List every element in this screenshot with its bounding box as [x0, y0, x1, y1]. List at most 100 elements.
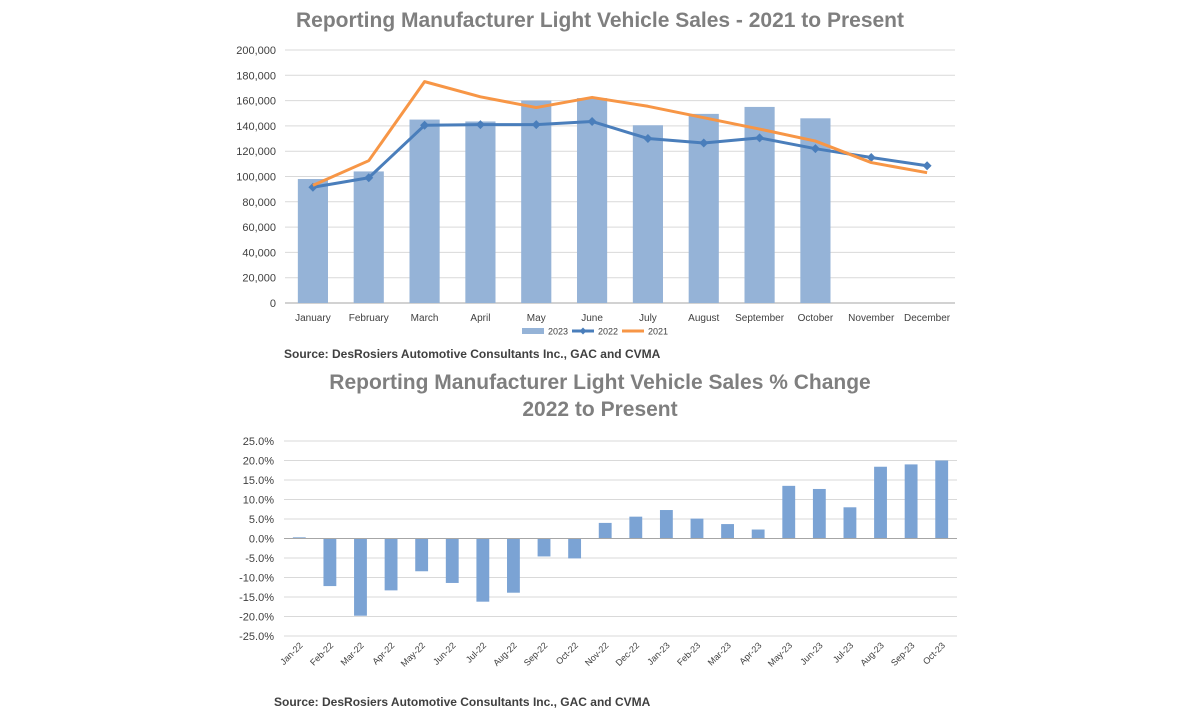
x-tick-label: Feb-22	[308, 640, 335, 667]
y-tick-label: 200,000	[236, 45, 276, 57]
legend-marker-2022	[579, 327, 587, 335]
point-2022	[475, 120, 485, 130]
line-2021	[312, 80, 928, 187]
x-tick-label: Aug-23	[858, 640, 886, 668]
y-tick-label: 160,000	[236, 96, 276, 108]
y-tick-label: 10.0%	[243, 495, 274, 507]
point-2022	[420, 120, 430, 130]
bar-2023	[409, 119, 440, 303]
bar-pct-change	[323, 538, 337, 587]
legend-label-2022: 2022	[598, 327, 618, 337]
y-tick-label: 60,000	[242, 222, 276, 234]
y-tick-label: -5.0%	[245, 553, 274, 565]
x-tick-label: Jul-22	[464, 640, 488, 664]
x-tick-label: Oct-22	[554, 640, 580, 666]
x-tick-label: Sep-22	[522, 640, 550, 668]
y-tick-label: 5.0%	[249, 514, 274, 526]
bar-pct-change	[415, 538, 429, 572]
x-tick-label: May-22	[399, 640, 427, 668]
bar-2023	[353, 171, 384, 303]
bar-pct-change	[568, 538, 582, 559]
legend-label-2021: 2021	[648, 327, 668, 337]
bar-pct-change	[354, 538, 367, 616]
x-tick-label: March	[411, 313, 439, 324]
y-tick-label: -10.0%	[239, 573, 274, 585]
x-tick-label: December	[904, 313, 951, 324]
bar-pct-change	[782, 485, 796, 539]
y-tick-label: 20,000	[242, 273, 276, 285]
x-tick-label: Jun-23	[798, 640, 825, 667]
bar-pct-change	[904, 464, 918, 539]
y-tick-label: 25.0%	[243, 436, 274, 448]
x-tick-label: Apr-23	[737, 640, 763, 666]
x-tick-label: Aug-22	[491, 640, 519, 668]
x-tick-label: July	[639, 313, 657, 324]
x-tick-label: Oct-23	[921, 640, 947, 666]
bar-pct-change	[721, 524, 734, 539]
y-tick-label: -20.0%	[239, 612, 274, 624]
x-tick-label: February	[349, 313, 389, 324]
point-2022	[364, 173, 374, 183]
chart-2-title-line-1: Reporting Manufacturer Light Vehicle Sal…	[329, 371, 871, 394]
bar-2023	[521, 100, 552, 303]
x-tick-label: May	[527, 313, 546, 324]
point-2022	[866, 153, 876, 163]
bar-pct-change	[659, 510, 673, 539]
x-tick-label: April	[470, 313, 490, 324]
y-tick-label: -15.0%	[239, 592, 274, 604]
bar-pct-change	[292, 537, 306, 539]
chart-1-title: Reporting Manufacturer Light Vehicle Sal…	[296, 9, 904, 32]
bar-pct-change	[935, 460, 949, 539]
y-tick-label: 15.0%	[243, 475, 274, 487]
y-tick-label: 100,000	[236, 172, 276, 184]
x-tick-label: Jun-22	[431, 640, 458, 667]
y-tick-label: 80,000	[242, 197, 276, 209]
chart-1-sales: 0 20,000 40,000 60,000 80,000 100,000 120,000 1…	[236, 45, 955, 337]
point-2022	[587, 116, 597, 126]
y-tick-label: 0.0%	[249, 534, 274, 546]
x-tick-label: May-23	[766, 640, 794, 668]
y-tick-label: 120,000	[236, 146, 276, 158]
x-tick-label: Dec-22	[614, 640, 642, 668]
bar-pct-change	[384, 538, 398, 591]
legend-swatch-2023	[522, 328, 544, 334]
x-tick-label: August	[688, 313, 719, 324]
x-tick-label: Feb-23	[675, 640, 702, 667]
chart-1-source: Source: DesRosiers Automotive Consultant…	[284, 347, 661, 361]
chart-2-title-line-2: 2022 to Present	[522, 398, 678, 421]
chart-2-source: Source: DesRosiers Automotive Consultant…	[274, 695, 651, 709]
bar-pct-change	[507, 538, 520, 593]
x-tick-label: June	[581, 313, 603, 324]
bar-pct-change	[690, 518, 704, 539]
legend-label-2023: 2023	[548, 327, 568, 337]
bar-2023	[632, 125, 663, 303]
x-tick-label: January	[295, 313, 331, 324]
point-2022	[922, 161, 932, 171]
bar-pct-change	[629, 516, 643, 539]
x-tick-label: September	[735, 313, 785, 324]
line-2022	[312, 119, 928, 189]
point-2022	[643, 134, 653, 144]
point-2022	[810, 144, 820, 154]
x-tick-label: Jan-22	[278, 640, 305, 667]
x-tick-label: Mar-23	[706, 640, 733, 667]
point-2022	[531, 120, 541, 130]
bar-pct-change	[751, 529, 765, 539]
x-tick-label: Mar-22	[339, 640, 366, 667]
bar-2023	[577, 98, 608, 303]
y-tick-label: 20.0%	[243, 456, 274, 468]
y-tick-label: 0	[270, 298, 276, 310]
bar-2023	[465, 121, 496, 303]
x-tick-label: Nov-22	[583, 640, 611, 668]
x-tick-label: Apr-22	[370, 640, 396, 666]
point-2022	[699, 138, 709, 148]
y-tick-label: 140,000	[236, 121, 276, 133]
bar-pct-change	[598, 522, 612, 539]
x-tick-label: Sep-23	[889, 640, 917, 668]
x-tick-label: Jul-23	[831, 640, 855, 664]
x-tick-label: Jan-23	[645, 640, 672, 667]
bar-pct-change	[874, 466, 887, 539]
bar-pct-change	[537, 538, 551, 557]
bar-pct-change	[476, 538, 490, 602]
x-tick-label: November	[848, 313, 895, 324]
